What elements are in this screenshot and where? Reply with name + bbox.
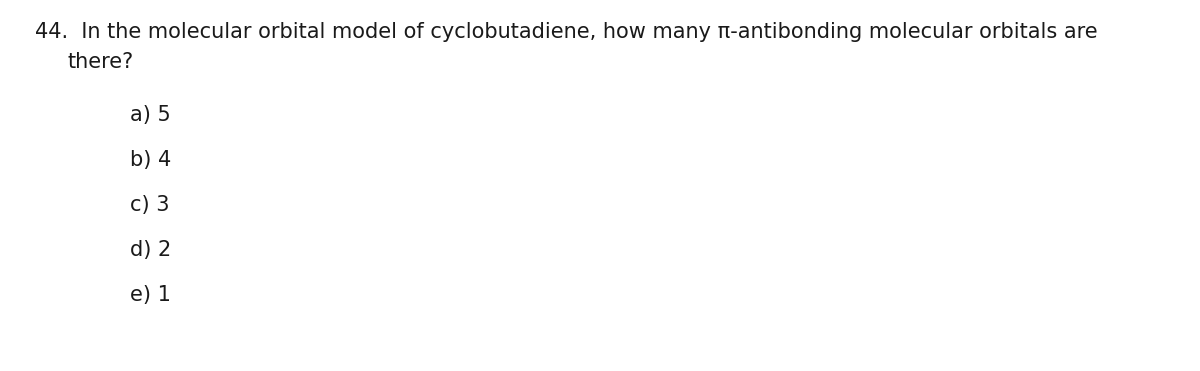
Text: d) 2: d) 2 <box>130 240 172 260</box>
Text: e) 1: e) 1 <box>130 285 170 305</box>
Text: b) 4: b) 4 <box>130 150 172 170</box>
Text: there?: there? <box>68 52 134 72</box>
Text: c) 3: c) 3 <box>130 195 169 215</box>
Text: 44.  In the molecular orbital model of cyclobutadiene, how many π-antibonding mo: 44. In the molecular orbital model of cy… <box>35 22 1098 42</box>
Text: a) 5: a) 5 <box>130 105 170 125</box>
